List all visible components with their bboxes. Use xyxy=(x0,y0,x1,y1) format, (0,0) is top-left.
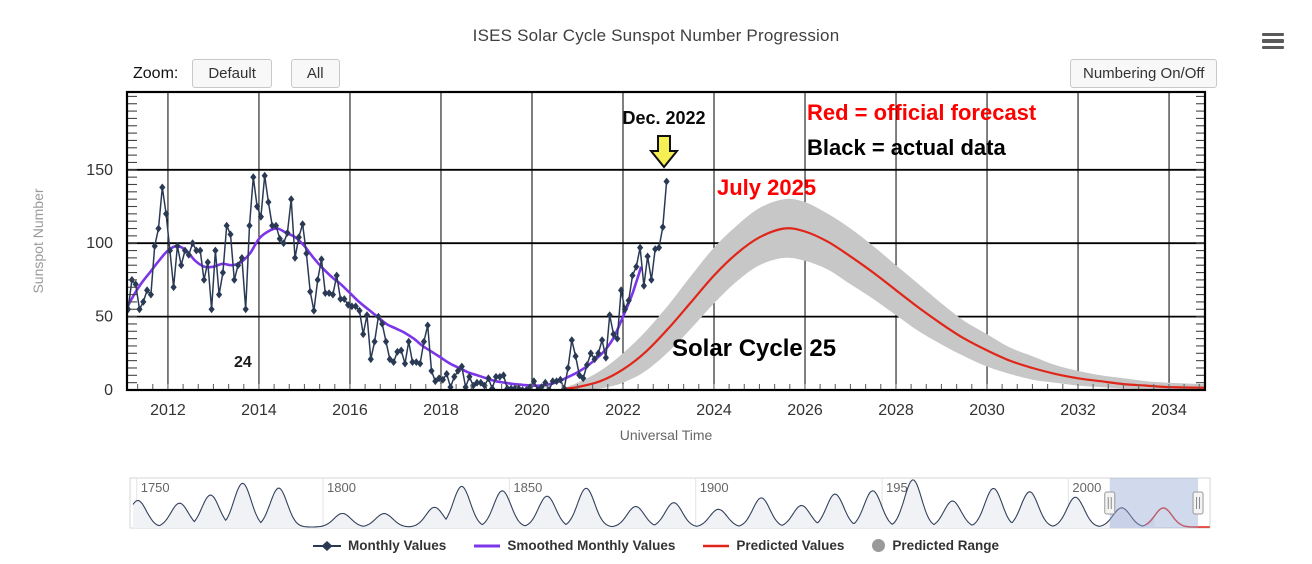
svg-text:2016: 2016 xyxy=(332,402,368,419)
dec-2022-arrow-icon xyxy=(648,135,680,169)
svg-text:2030: 2030 xyxy=(969,402,1005,419)
predicted-range-band xyxy=(566,198,1204,389)
legend-item-predicted-values[interactable]: Predicted Values xyxy=(703,538,844,553)
cycle-24-number-label: 24 xyxy=(234,354,252,371)
zoom-all-button[interactable]: All xyxy=(290,59,340,88)
svg-text:2028: 2028 xyxy=(878,402,914,419)
series-layer xyxy=(128,171,1204,389)
diamond-marker-icon xyxy=(313,540,342,551)
navigator-year-label: 1800 xyxy=(327,480,356,495)
annotation-red-forecast: Red = official forecast xyxy=(807,100,1037,125)
svg-text:2034: 2034 xyxy=(1151,402,1187,419)
hamburger-menu-icon[interactable] xyxy=(1262,33,1284,49)
svg-text:150: 150 xyxy=(86,162,113,179)
predicted-values-line xyxy=(565,227,1204,389)
svg-text:2014: 2014 xyxy=(241,402,277,419)
navigator-year-label: 1850 xyxy=(513,480,542,495)
legend-label: Predicted Range xyxy=(892,538,999,553)
zoom-label: Zoom: xyxy=(133,64,179,82)
navigator-year-label: 1900 xyxy=(700,480,729,495)
x-axis-labels: 2012 2014 2016 2018 2020 2022 2024 2026 2028 2030… xyxy=(150,402,1187,419)
legend-label: Smoothed Monthly Values xyxy=(507,538,676,553)
monthly-values-markers xyxy=(128,171,670,389)
navigator[interactable]: 1750 1800 1850 1900 1950 2000 xyxy=(0,466,1312,536)
navigator-forecast-line xyxy=(1145,507,1210,528)
navigator-right-handle[interactable] xyxy=(1192,491,1204,515)
annotation-july-2025: July 2025 xyxy=(717,175,817,200)
legend-label: Predicted Values xyxy=(736,538,845,553)
annotation-black-actual: Black = actual data xyxy=(807,135,1006,160)
navigator-selection[interactable] xyxy=(1109,478,1199,528)
svg-text:2018: 2018 xyxy=(423,402,459,419)
x-axis-title: Universal Time xyxy=(619,427,713,443)
minor-ticks xyxy=(128,95,1204,389)
navigator-year-label: 2000 xyxy=(1072,480,1101,495)
legend-item-monthly-values[interactable]: Monthly Values xyxy=(313,538,446,553)
svg-text:2022: 2022 xyxy=(605,402,641,419)
svg-text:100: 100 xyxy=(86,235,113,252)
svg-text:2024: 2024 xyxy=(696,402,732,419)
legend-item-predicted-range[interactable]: Predicted Range xyxy=(872,538,999,553)
plot-border xyxy=(125,90,1207,392)
page-title: ISES Solar Cycle Sunspot Number Progress… xyxy=(472,26,840,45)
annotation-solar-cycle-25: Solar Cycle 25 xyxy=(672,335,837,362)
svg-text:2012: 2012 xyxy=(150,402,186,419)
svg-text:2032: 2032 xyxy=(1060,402,1096,419)
svg-text:0: 0 xyxy=(104,382,113,399)
svg-text:50: 50 xyxy=(95,309,113,326)
navigator-year-label: 1750 xyxy=(141,480,170,495)
legend-item-smoothed-monthly-values[interactable]: Smoothed Monthly Values xyxy=(474,538,675,553)
navigator-history-line xyxy=(132,479,1155,528)
zoom-default-button[interactable]: Default xyxy=(192,59,272,88)
purple-line-icon xyxy=(474,544,501,547)
svg-text:2026: 2026 xyxy=(787,402,823,419)
y-axis-labels: 0 50 100 150 xyxy=(86,162,113,399)
x-gridlines xyxy=(167,92,1170,390)
navigator-left-handle[interactable] xyxy=(1104,491,1116,515)
main-chart[interactable]: 2012 2014 2016 2018 2020 2022 2024 2026 2028 2030… xyxy=(0,0,1312,470)
legend-label: Monthly Values xyxy=(348,538,447,553)
monthly-values-line xyxy=(128,175,668,389)
numbering-toggle-button[interactable]: Numbering On/Off xyxy=(1070,59,1218,88)
red-line-icon xyxy=(703,544,730,547)
svg-text:2020: 2020 xyxy=(514,402,550,419)
zoom-controls: Zoom: Default All xyxy=(133,59,359,88)
gray-circle-icon xyxy=(872,539,886,552)
annotation-dec-2022: Dec. 2022 xyxy=(622,108,706,128)
chart-legend: Monthly Values Smoothed Monthly Values P… xyxy=(0,538,1312,553)
